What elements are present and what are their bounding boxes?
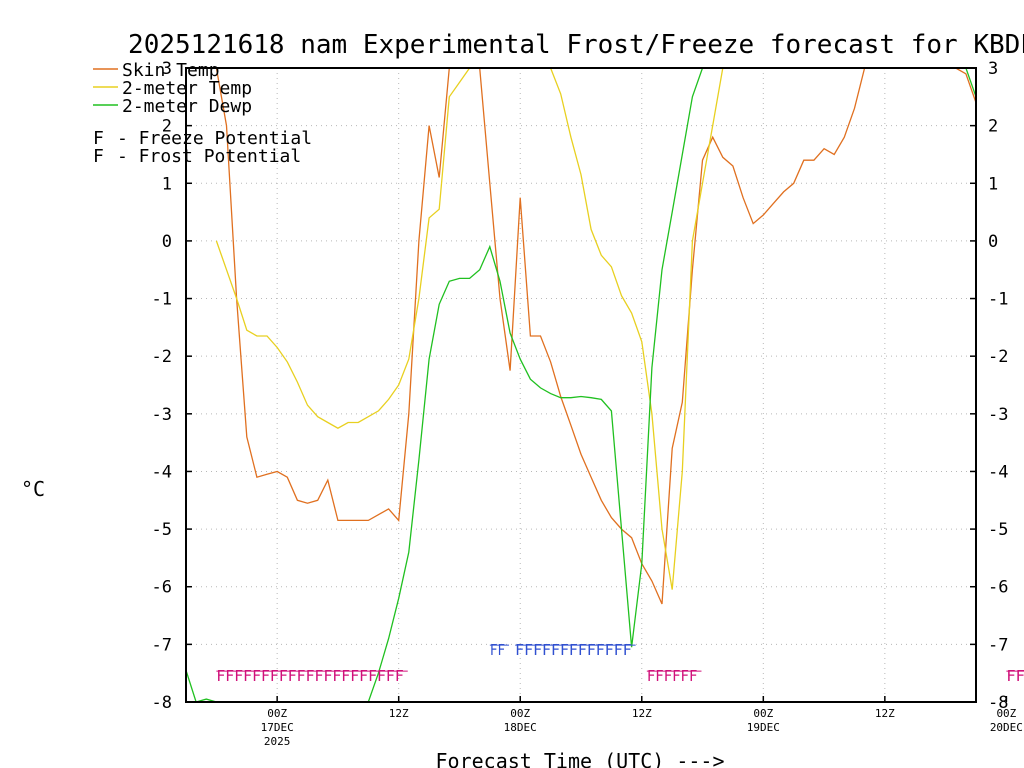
grid-lines xyxy=(186,68,976,702)
y-axis-label: °C xyxy=(21,477,45,501)
flag-run-freeze-potential: FFFFFFFFFFFFFFFFFFFFF xyxy=(216,667,403,685)
y-tick-label-left: -5 xyxy=(152,520,172,540)
x-tick-label: 12Z xyxy=(632,707,652,720)
y-tick-label-left: -1 xyxy=(152,290,172,310)
y-tick-label-right: 1 xyxy=(988,174,998,194)
y-axis-ticks: -8 -8 -7 -7 -6 -6 -5 -5 -4 -4 -3 -3 -2 -2 -1 -1 0 0 1 1 2 2 3 3 xyxy=(152,59,1009,713)
plot-frame xyxy=(185,67,977,703)
y-tick-label-right: -8 xyxy=(988,693,1008,713)
x-tick-date: 20DEC xyxy=(990,721,1023,734)
flag-run-freeze-potential: FFFFFF xyxy=(647,667,698,685)
y-tick-label-right: -6 xyxy=(988,578,1008,598)
flag-run-freeze-potential: FFFFFF xyxy=(1006,667,1024,685)
legend: Skin Temp 2-meter Temp 2-meter Dewp F - … xyxy=(93,60,312,167)
chart-title: 2025121618 nam Experimental Frost/Freeze… xyxy=(128,30,1024,60)
x-tick-date: 19DEC xyxy=(747,721,780,734)
series-lines xyxy=(186,68,976,702)
y-tick-label-left: 1 xyxy=(162,174,172,194)
x-tick-date: 18DEC xyxy=(504,721,537,734)
y-tick-label-left: 3 xyxy=(162,59,172,79)
x-tick-label: 12Z xyxy=(389,707,409,720)
series-line-2-meter-dewp xyxy=(186,68,976,702)
legend-marker-freeze: F xyxy=(93,128,104,149)
y-tick-label-left: -7 xyxy=(152,635,172,655)
series-line-2-meter-temp xyxy=(215,68,976,590)
legend-label-freeze: - Freeze Potential xyxy=(117,128,312,149)
x-tick-date: 17DEC xyxy=(261,721,294,734)
y-tick-label-left: 0 xyxy=(162,232,172,252)
flag-run-frost-potential: FFFFFFFFFFFFF xyxy=(515,641,632,659)
y-tick-label-left: -6 xyxy=(152,578,172,598)
y-tick-label-left: -3 xyxy=(152,405,172,425)
y-tick-label-right: -3 xyxy=(988,405,1008,425)
series-line-skin-temp xyxy=(215,68,976,605)
legend-label-skin-temp: Skin Temp xyxy=(122,60,220,81)
y-tick-label-right: 3 xyxy=(988,59,998,79)
y-tick-label-left: -4 xyxy=(152,462,172,482)
y-tick-label-right: -4 xyxy=(988,462,1008,482)
y-tick-label-right: 2 xyxy=(988,117,998,137)
legend-label-frost: - Frost Potential xyxy=(117,146,301,167)
y-tick-label-right: -7 xyxy=(988,635,1008,655)
legend-label-2m-temp: 2-meter Temp xyxy=(122,78,252,99)
x-tick-label: 00Z xyxy=(267,707,287,720)
y-tick-label-left: 2 xyxy=(162,117,172,137)
y-tick-label-right: -5 xyxy=(988,520,1008,540)
y-tick-label-left: -8 xyxy=(152,693,172,713)
x-tick-year: 2025 xyxy=(264,735,291,748)
x-axis-label: Forecast Time (UTC) ---> xyxy=(436,749,725,768)
y-tick-label-right: -1 xyxy=(988,290,1008,310)
x-tick-label: 00Z xyxy=(510,707,530,720)
x-tick-label: 00Z xyxy=(996,707,1016,720)
y-tick-label-right: -2 xyxy=(988,347,1008,367)
legend-marker-frost: F xyxy=(93,146,104,167)
x-tick-label: 12Z xyxy=(875,707,895,720)
flag-run-frost-potential: FF xyxy=(490,641,505,659)
y-tick-label-right: 0 xyxy=(988,232,998,252)
flag-rows: FFFFFFFFFFFFFFFFFFFFF FFFFFF FF FF FFFFFFFFF… xyxy=(216,641,1024,685)
y-tick-label-left: -2 xyxy=(152,347,172,367)
legend-label-2m-dewp: 2-meter Dewp xyxy=(122,96,252,117)
x-tick-label: 00Z xyxy=(753,707,773,720)
